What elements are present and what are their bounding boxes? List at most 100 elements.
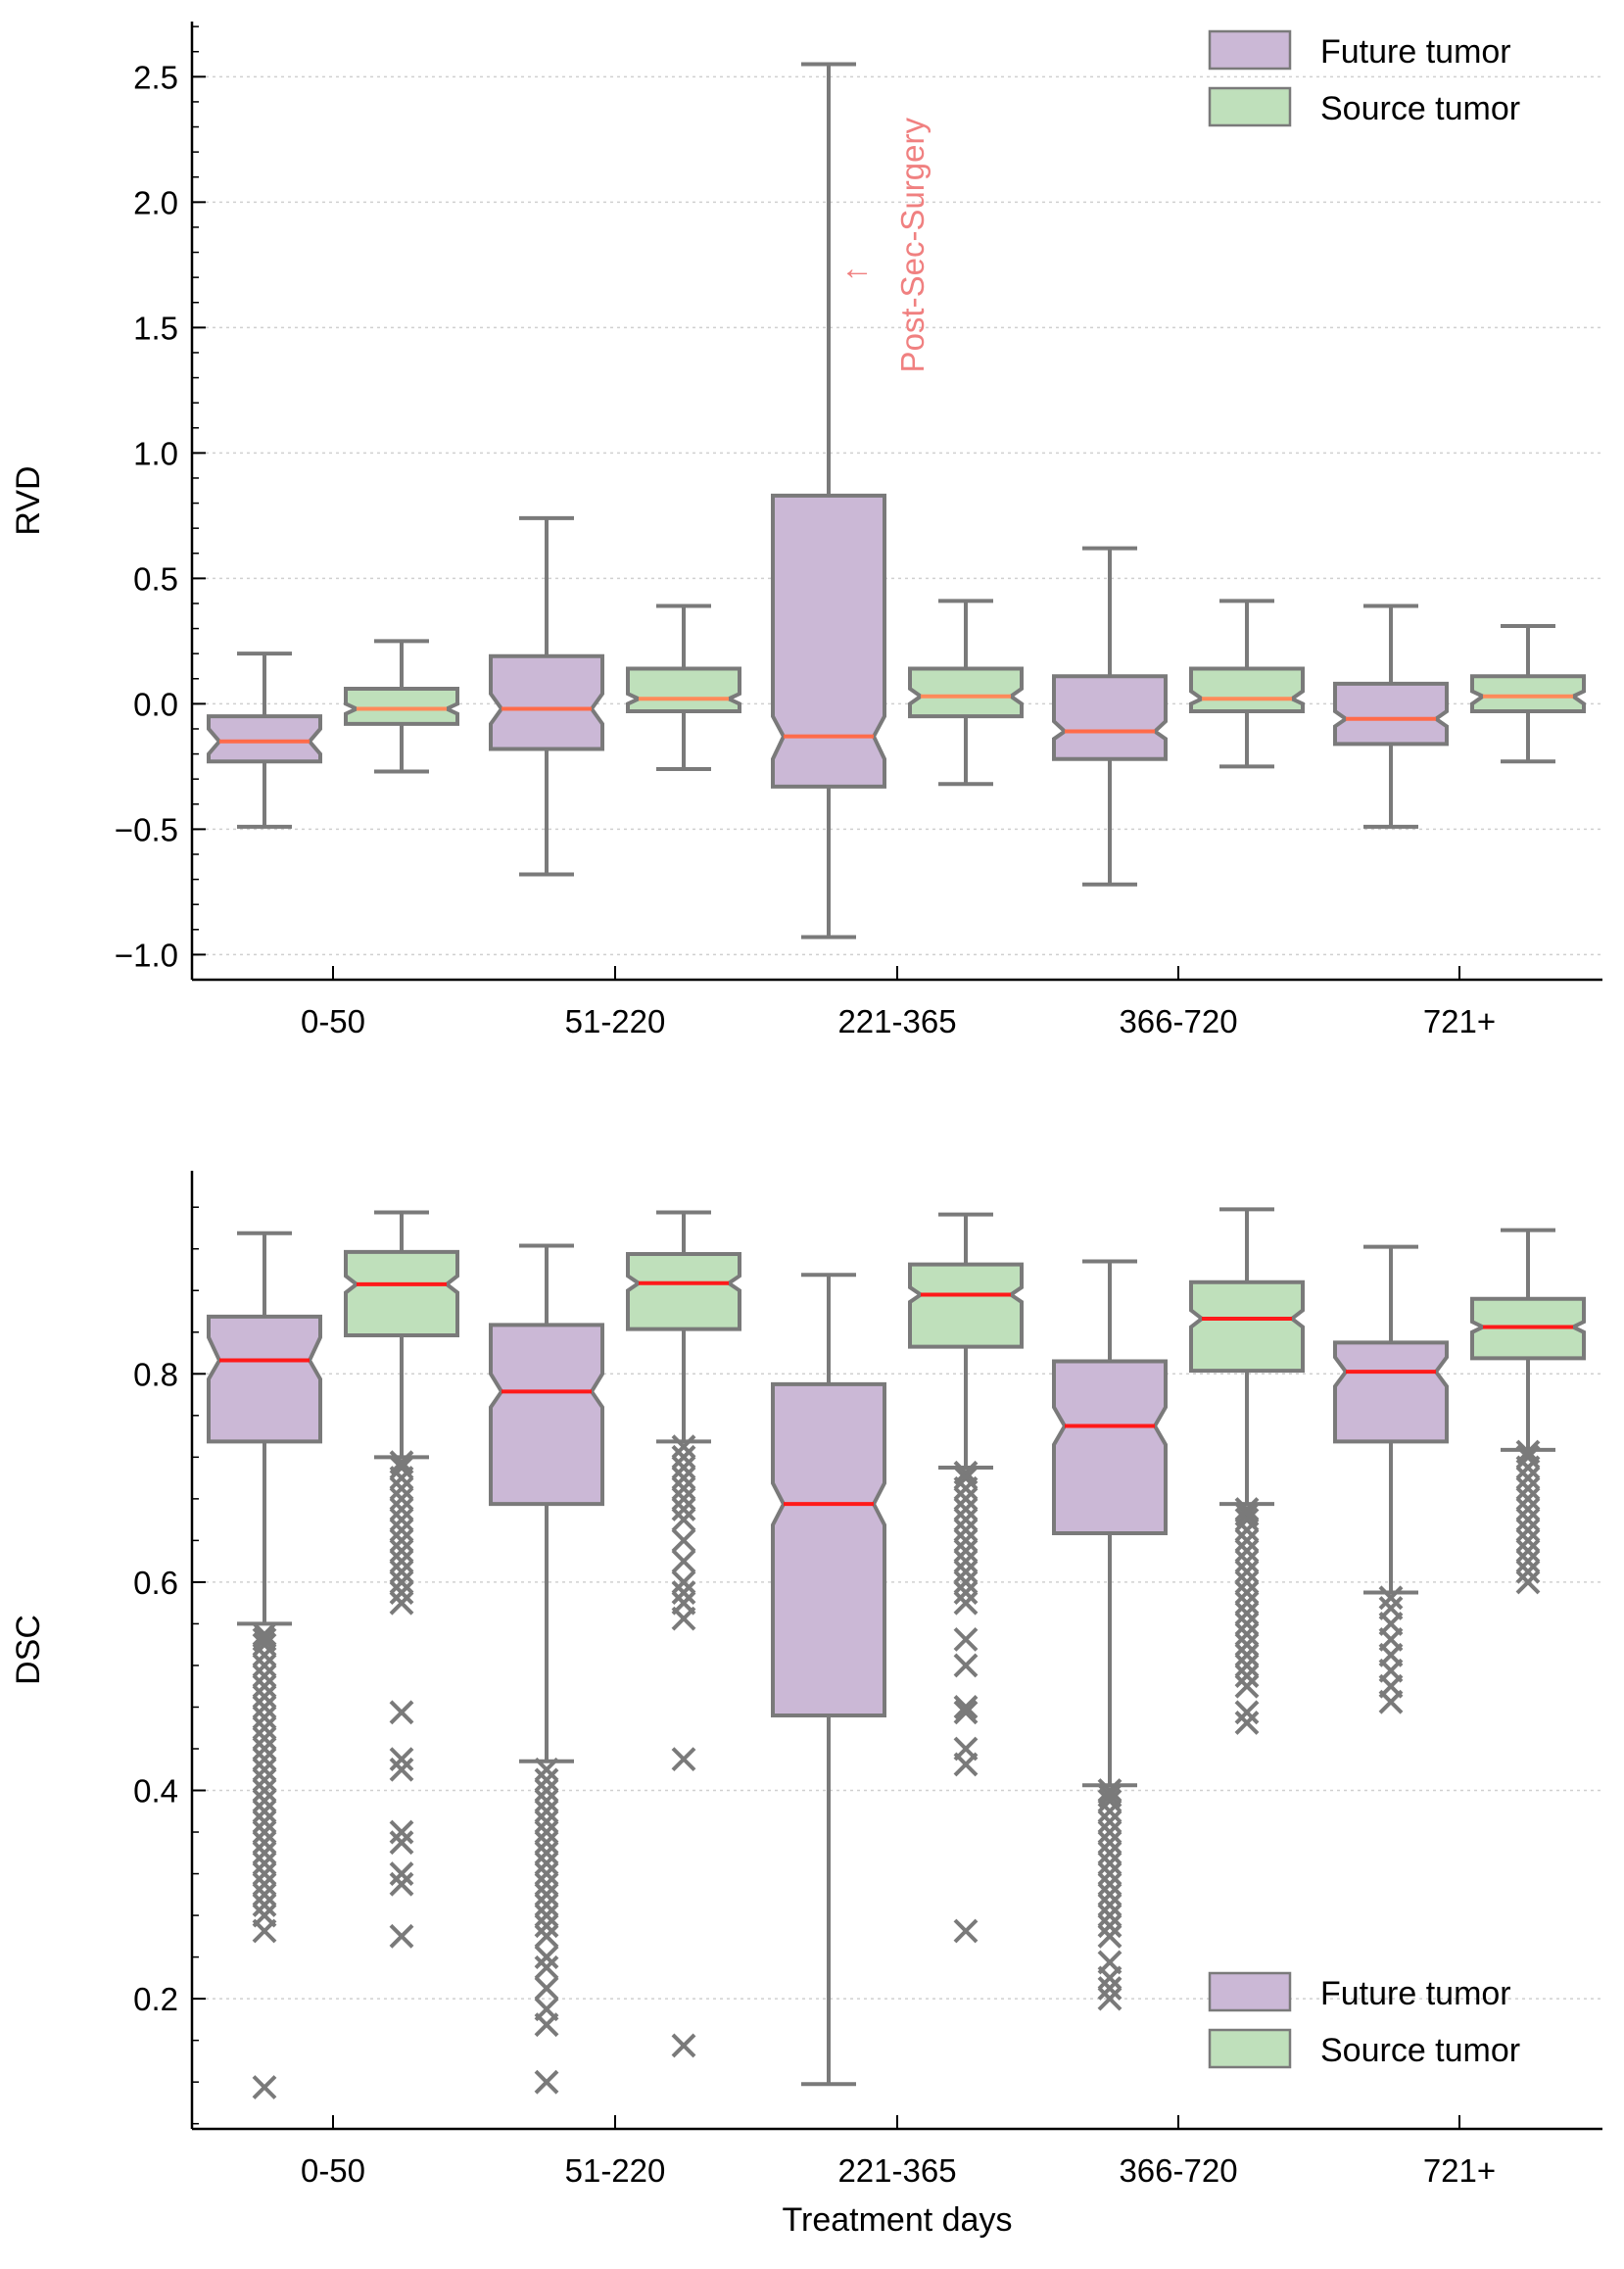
flier-marker bbox=[389, 1757, 414, 1782]
flier-marker bbox=[389, 1475, 414, 1501]
flier-marker bbox=[1378, 1585, 1404, 1611]
flier-marker bbox=[953, 1653, 979, 1678]
flier-marker bbox=[252, 1632, 277, 1658]
flier-marker bbox=[534, 1809, 559, 1834]
x-axis-label: Treatment days bbox=[783, 2201, 1013, 2239]
box-future-221-365 bbox=[771, 1273, 886, 2087]
flier-marker bbox=[1097, 1882, 1122, 1907]
box-future-721+ bbox=[1333, 1244, 1449, 1714]
y-tick-label: 0.5 bbox=[133, 560, 178, 597]
flier-marker bbox=[1234, 1497, 1260, 1521]
flier-marker bbox=[534, 1882, 559, 1907]
flier-marker bbox=[534, 1819, 559, 1845]
flier-marker bbox=[1515, 1507, 1541, 1532]
flier-marker bbox=[671, 1747, 696, 1772]
flier-marker bbox=[252, 1757, 277, 1782]
flier-marker bbox=[1234, 1710, 1260, 1735]
flier-marker bbox=[1097, 1893, 1122, 1917]
chart-panel-rvd: −1.0 −0.5 0.0 0.5 1.0 1.5 2.0 2.5 0-50 51-220 221-… bbox=[10, 22, 1602, 1039]
flier-marker bbox=[389, 1747, 414, 1772]
box-body bbox=[489, 1323, 604, 1507]
box-source-721+ bbox=[1470, 1228, 1586, 1595]
x-tick-label: 51-220 bbox=[565, 2152, 666, 2189]
y-tick-label: 0.2 bbox=[133, 1981, 178, 2017]
box-body bbox=[1333, 1340, 1449, 1444]
flier-marker bbox=[534, 1913, 559, 1939]
flier-marker bbox=[1234, 1632, 1260, 1658]
box-source-366-720 bbox=[1189, 599, 1305, 769]
legend-label: Future tumor bbox=[1320, 33, 1511, 71]
y-axis-label: RVD bbox=[10, 465, 47, 535]
flier-marker bbox=[252, 1778, 277, 1803]
legend-swatch bbox=[1208, 29, 1292, 71]
box-source-221-365 bbox=[908, 1212, 1024, 1944]
legend-swatch bbox=[1208, 2028, 1292, 2069]
flier-marker bbox=[389, 1486, 414, 1512]
flier-marker bbox=[252, 1725, 277, 1751]
flier-marker bbox=[1515, 1486, 1541, 1512]
flier-marker bbox=[671, 1569, 696, 1595]
flier-marker bbox=[389, 1527, 414, 1553]
flier-marker bbox=[1515, 1527, 1541, 1553]
flier-marker bbox=[1234, 1590, 1260, 1616]
flier-marker bbox=[1234, 1569, 1260, 1595]
flier-marker bbox=[1234, 1621, 1260, 1647]
box-source-721+ bbox=[1470, 624, 1586, 764]
flier-marker bbox=[671, 2033, 696, 2058]
flier-marker bbox=[1097, 1871, 1122, 1897]
flier-marker bbox=[1515, 1549, 1541, 1574]
flier-marker bbox=[252, 1736, 277, 1762]
flier-marker bbox=[671, 1507, 696, 1532]
flier-marker bbox=[953, 1695, 979, 1719]
x-tick-label: 721+ bbox=[1423, 1003, 1496, 1039]
flier-marker bbox=[953, 1527, 979, 1553]
flier-marker bbox=[1097, 1819, 1122, 1845]
legend-label: Source tumor bbox=[1320, 90, 1520, 127]
flier-marker bbox=[953, 1497, 979, 1521]
flier-marker bbox=[1234, 1664, 1260, 1688]
flier-marker bbox=[1234, 1549, 1260, 1574]
flier-marker bbox=[252, 1893, 277, 1917]
flier-marker bbox=[1097, 1851, 1122, 1876]
box-body bbox=[1052, 674, 1168, 761]
flier-marker bbox=[1097, 1830, 1122, 1856]
flier-marker bbox=[389, 1923, 414, 1949]
flier-marker bbox=[1234, 1538, 1260, 1564]
flier-marker bbox=[534, 1830, 559, 1856]
x-tick-label: 51-220 bbox=[565, 1003, 666, 1039]
flier-marker bbox=[1515, 1475, 1541, 1501]
flier-marker bbox=[953, 1918, 979, 1944]
flier-marker bbox=[1097, 1903, 1122, 1928]
flier-marker bbox=[389, 1569, 414, 1595]
flier-marker bbox=[252, 1871, 277, 1897]
chart-panel-dsc: 0.2 0.4 0.6 0.8 0-50 51-220 221-365 366-720 721+… bbox=[10, 1171, 1602, 2239]
box-future-221-365 bbox=[771, 62, 886, 940]
y-tick-label: 2.5 bbox=[133, 59, 178, 95]
box-body bbox=[344, 687, 459, 726]
flier-marker bbox=[1234, 1601, 1260, 1626]
x-tick-label: 0-50 bbox=[301, 2152, 365, 2189]
flier-marker bbox=[534, 1903, 559, 1928]
box-source-366-720 bbox=[1189, 1207, 1305, 1735]
flier-marker bbox=[1515, 1518, 1541, 1543]
box-body bbox=[1189, 1279, 1305, 1374]
box-body bbox=[1333, 681, 1449, 747]
flier-marker bbox=[534, 1851, 559, 1876]
flier-marker bbox=[1234, 1580, 1260, 1605]
flier-marker bbox=[534, 1840, 559, 1865]
box-body bbox=[1470, 674, 1586, 714]
flier-marker bbox=[1515, 1444, 1541, 1470]
legend-label: Source tumor bbox=[1320, 2032, 1520, 2069]
flier-marker bbox=[389, 1549, 414, 1574]
flier-marker bbox=[1234, 1527, 1260, 1553]
flier-marker bbox=[953, 1580, 979, 1605]
box-body bbox=[1189, 666, 1305, 714]
flier-marker bbox=[252, 1621, 277, 1647]
flier-marker bbox=[953, 1700, 979, 1725]
flier-marker bbox=[1515, 1455, 1541, 1480]
flier-marker bbox=[252, 1788, 277, 1813]
box-future-721+ bbox=[1333, 603, 1449, 829]
flier-marker bbox=[534, 2069, 559, 2095]
flier-marker bbox=[389, 1580, 414, 1605]
flier-marker bbox=[252, 1642, 277, 1667]
